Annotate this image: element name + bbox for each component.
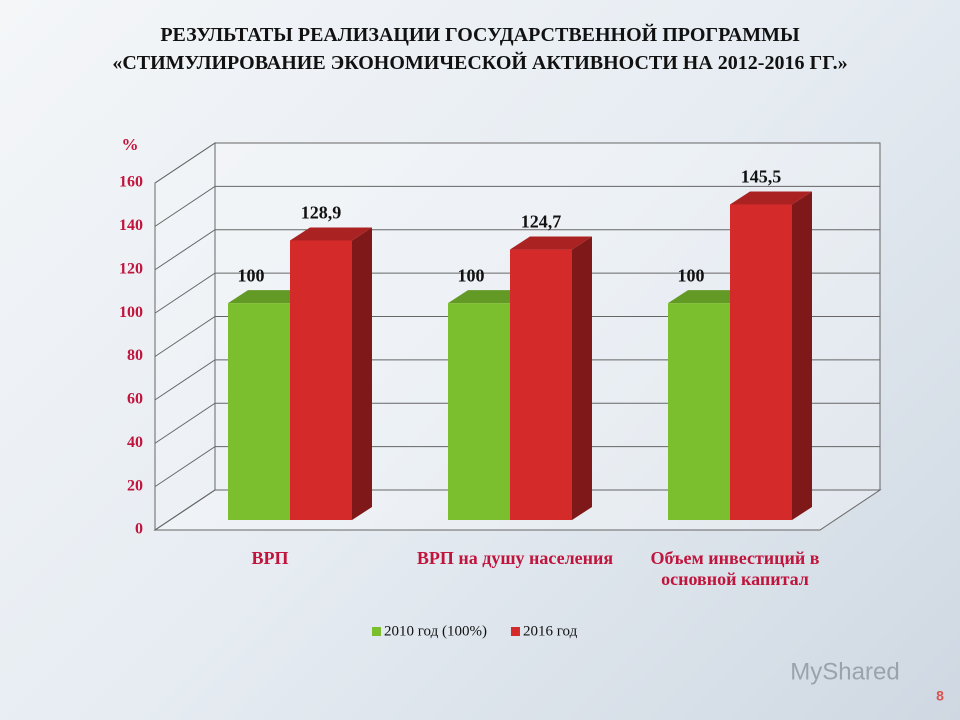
y-tick-label: 100 [119, 304, 143, 321]
data-label: 100 [238, 265, 265, 285]
y-tick-label: 160 [119, 174, 143, 191]
grid-line [154, 402, 880, 444]
data-label: 100 [458, 265, 485, 285]
grid-line [154, 446, 880, 488]
bar-side [352, 227, 372, 520]
bar [730, 204, 792, 520]
watermark: MyShared [790, 658, 899, 685]
y-tick-label: 80 [127, 347, 143, 364]
bar-top [668, 290, 750, 304]
y-tick-label: 20 [127, 477, 143, 494]
x-tick-label: Объем инвестиций в основной капитал [650, 548, 820, 589]
legend-swatch [372, 627, 381, 636]
bar-top [448, 290, 530, 304]
data-label: 145,5 [741, 167, 782, 187]
grid-line [154, 229, 880, 271]
bar-side [572, 236, 592, 520]
x-tick-label: ВРП [251, 548, 289, 568]
bar [448, 303, 510, 520]
legend-label: 2010 год (100%) [384, 623, 487, 639]
bar [668, 303, 730, 520]
x-tick-label: ВРП на душу населения [416, 548, 614, 568]
bar-top [510, 236, 592, 250]
legend-swatch [510, 627, 520, 636]
bar-top [228, 290, 310, 304]
grid-line [154, 359, 880, 401]
grid-line [154, 142, 880, 184]
y-tick-label: 140 [119, 217, 143, 234]
data-label: 100 [678, 265, 705, 285]
page-number: 8 [936, 688, 944, 704]
bar-top [290, 227, 372, 241]
grid-line [154, 185, 880, 227]
y-tick-label: 120 [119, 260, 143, 277]
data-label: 124,7 [521, 212, 562, 232]
data-label: 128,9 [301, 203, 342, 223]
grid-line [154, 489, 880, 531]
grid-line [154, 316, 880, 357]
legend-label: 2016 год [523, 623, 578, 639]
bar-side [792, 191, 812, 520]
bar [290, 240, 352, 520]
y-tick-label: 60 [127, 391, 143, 408]
bar-top [730, 191, 812, 205]
title-line: «СТИМУЛИРОВАНИЕ ЭКОНОМИЧЕСКОЙ АКТИВНОСТИ… [112, 52, 848, 74]
bar [228, 303, 290, 520]
y-tick-label: 40 [127, 434, 143, 451]
y-tick-label: 0 [135, 521, 143, 538]
grid-line [154, 272, 880, 314]
bar [510, 249, 572, 520]
y-axis-label: % [122, 135, 139, 154]
title-line: РЕЗУЛЬТАТЫ РЕАЛИЗАЦИИ ГОСУДАРСТВЕННОЙ ПР… [160, 24, 800, 46]
